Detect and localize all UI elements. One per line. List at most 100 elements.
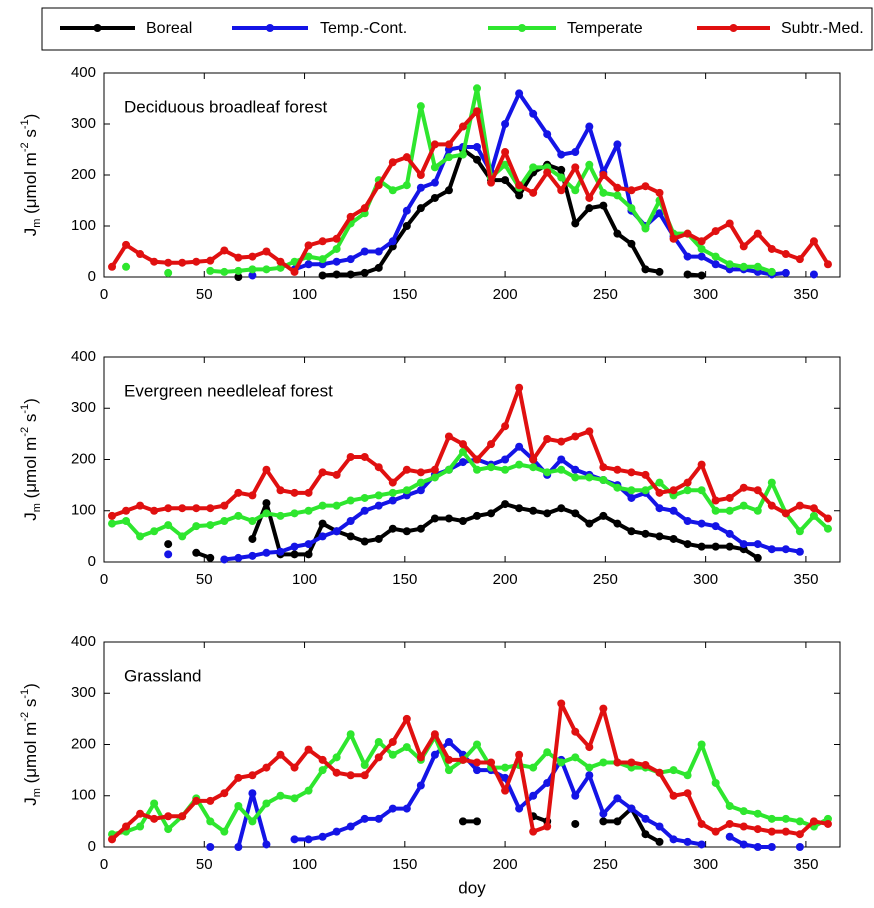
data-point — [795, 547, 804, 556]
data-point — [192, 522, 201, 531]
data-point — [725, 219, 734, 228]
data-point — [599, 463, 608, 472]
data-point — [332, 257, 341, 266]
data-point — [641, 529, 650, 538]
data-point — [571, 465, 580, 474]
data-point — [585, 763, 594, 772]
panel-title: Grassland — [124, 666, 201, 685]
data-point — [823, 260, 832, 269]
data-point — [613, 465, 622, 474]
data-point — [697, 237, 706, 246]
data-point — [430, 163, 439, 172]
y-tick-label: 300 — [71, 684, 96, 701]
data-point — [332, 234, 341, 243]
data-point — [276, 511, 285, 520]
data-point — [458, 122, 467, 131]
data-point — [795, 501, 804, 510]
data-point — [571, 753, 580, 762]
data-point — [360, 537, 369, 546]
y-tick-label: 100 — [71, 787, 96, 804]
data-point — [332, 827, 341, 836]
data-point — [613, 758, 622, 767]
data-point — [276, 750, 285, 759]
data-point — [276, 486, 285, 495]
data-point — [571, 163, 580, 172]
series-line — [111, 449, 830, 539]
data-point — [529, 763, 538, 772]
data-point — [669, 835, 678, 844]
data-point — [473, 740, 482, 749]
data-point — [753, 843, 762, 851]
data-point — [262, 840, 271, 849]
data-point — [501, 148, 510, 157]
data-point — [543, 822, 552, 831]
data-point — [711, 496, 720, 505]
data-point — [234, 843, 243, 851]
x-tick-label: 50 — [196, 856, 213, 873]
x-tick-label: 50 — [196, 286, 213, 303]
data-point — [290, 509, 299, 518]
data-point — [430, 730, 439, 739]
data-point — [627, 468, 636, 477]
y-tick-label: 0 — [88, 553, 96, 570]
data-point — [585, 427, 594, 436]
data-point — [458, 150, 467, 159]
data-point — [529, 791, 538, 800]
data-point — [444, 140, 453, 149]
data-point — [501, 465, 510, 474]
y-axis-label-part: (μmol m — [21, 152, 40, 218]
data-point — [234, 273, 243, 281]
data-point — [164, 268, 173, 277]
y-axis-label-part: s — [21, 699, 40, 712]
y-axis-label-part: m — [31, 219, 43, 228]
data-point — [360, 814, 369, 823]
data-point — [108, 835, 117, 844]
data-point — [416, 468, 425, 477]
data-point — [402, 804, 411, 813]
data-point — [150, 814, 159, 823]
data-point — [332, 244, 341, 253]
data-point — [599, 188, 608, 197]
data-point — [332, 270, 341, 279]
y-axis-label-part: s — [21, 129, 40, 142]
data-point — [515, 504, 524, 513]
data-point — [318, 501, 327, 510]
y-axis-label-part: ) — [21, 683, 40, 689]
data-point — [641, 761, 650, 769]
data-point — [655, 532, 664, 541]
y-tick-label: 200 — [71, 450, 96, 467]
data-point — [753, 262, 762, 271]
data-point — [402, 181, 411, 190]
data-point — [164, 258, 173, 267]
data-point — [150, 257, 159, 266]
data-point — [571, 473, 580, 482]
data-point — [318, 271, 327, 280]
data-point — [823, 524, 832, 533]
data-point — [304, 540, 313, 549]
data-point — [178, 812, 187, 821]
y-axis-label-part: J — [21, 228, 40, 237]
data-point — [262, 548, 271, 557]
data-point — [711, 522, 720, 531]
data-point — [641, 265, 650, 274]
data-point — [360, 761, 369, 769]
y-tick-label: 200 — [71, 166, 96, 183]
data-point — [444, 737, 453, 746]
data-point — [332, 768, 341, 777]
data-point — [290, 542, 299, 551]
data-point — [416, 102, 425, 111]
data-point — [430, 473, 439, 482]
plot-frame — [103, 641, 841, 848]
y-tick-label: 400 — [71, 348, 96, 365]
data-point — [346, 496, 355, 505]
data-point — [473, 107, 482, 116]
data-point — [557, 186, 566, 195]
data-point — [599, 171, 608, 179]
data-point — [795, 830, 804, 839]
data-point — [739, 540, 748, 549]
data-point — [697, 519, 706, 528]
data-point — [697, 252, 706, 261]
data-point — [318, 832, 327, 841]
x-tick-label: 150 — [392, 856, 417, 873]
data-point — [557, 699, 566, 708]
